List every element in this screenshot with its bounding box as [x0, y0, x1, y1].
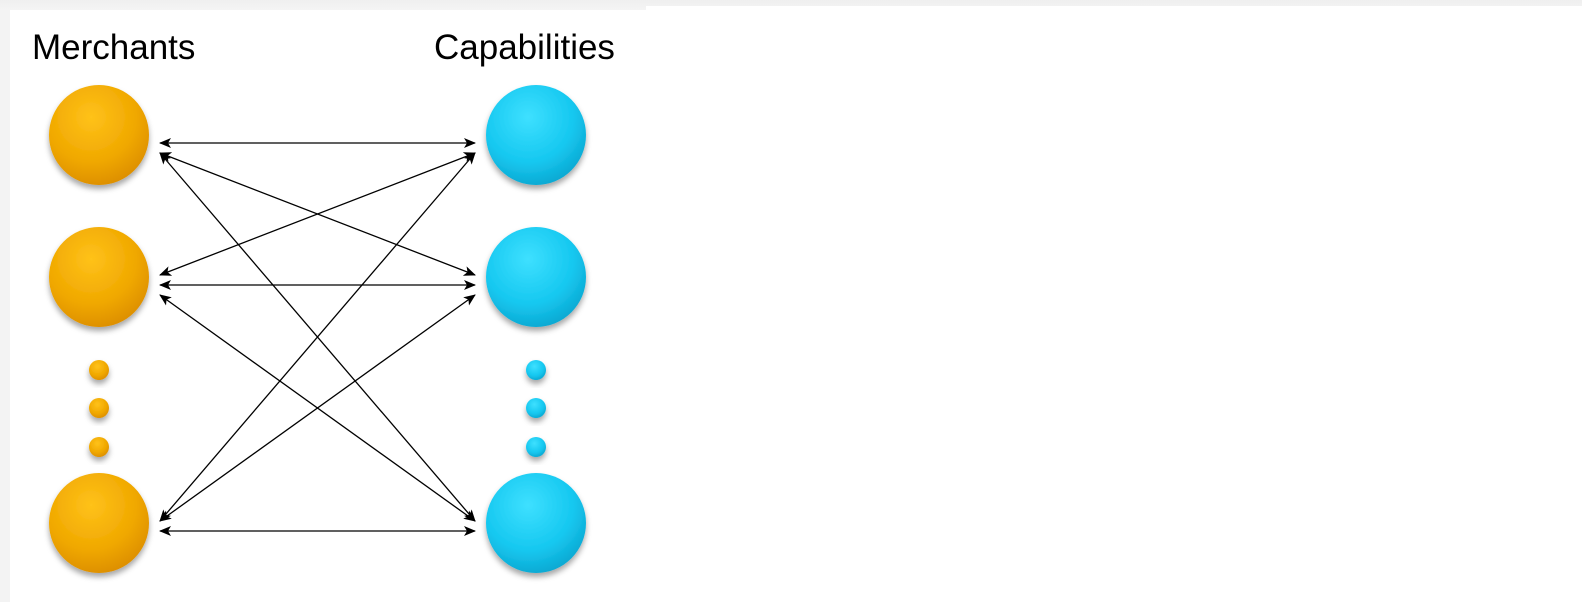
arrow-merchant-n-to-capability-2	[159, 294, 476, 522]
capabilities-title: Capabilities	[434, 28, 615, 67]
merchant-2-node	[49, 227, 149, 327]
merchants-ellipsis-dot	[89, 437, 109, 457]
nodes-layer	[49, 85, 586, 573]
blank-area	[646, 6, 1582, 602]
connections-layer	[159, 138, 476, 536]
capability-n-node	[486, 473, 586, 573]
merchants-ellipsis-dot	[89, 360, 109, 380]
capabilities-ellipsis-dot	[526, 398, 546, 418]
merchant-1-node	[49, 85, 149, 185]
capabilities-ellipsis-dot	[526, 437, 546, 457]
merchant-n-node	[49, 473, 149, 573]
bipartite-diagram	[49, 85, 586, 573]
capability-1-node	[486, 85, 586, 185]
capability-2-node	[486, 227, 586, 327]
top-strip	[0, 0, 1582, 10]
merchants-title: Merchants	[32, 28, 196, 67]
merchants-ellipsis-dot	[89, 398, 109, 418]
capabilities-ellipsis-dot	[526, 360, 546, 380]
